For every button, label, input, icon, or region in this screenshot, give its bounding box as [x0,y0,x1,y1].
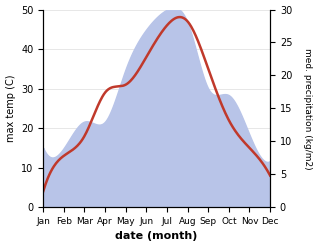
Y-axis label: max temp (C): max temp (C) [5,75,16,142]
X-axis label: date (month): date (month) [115,231,198,242]
Y-axis label: med. precipitation (kg/m2): med. precipitation (kg/m2) [303,48,313,169]
